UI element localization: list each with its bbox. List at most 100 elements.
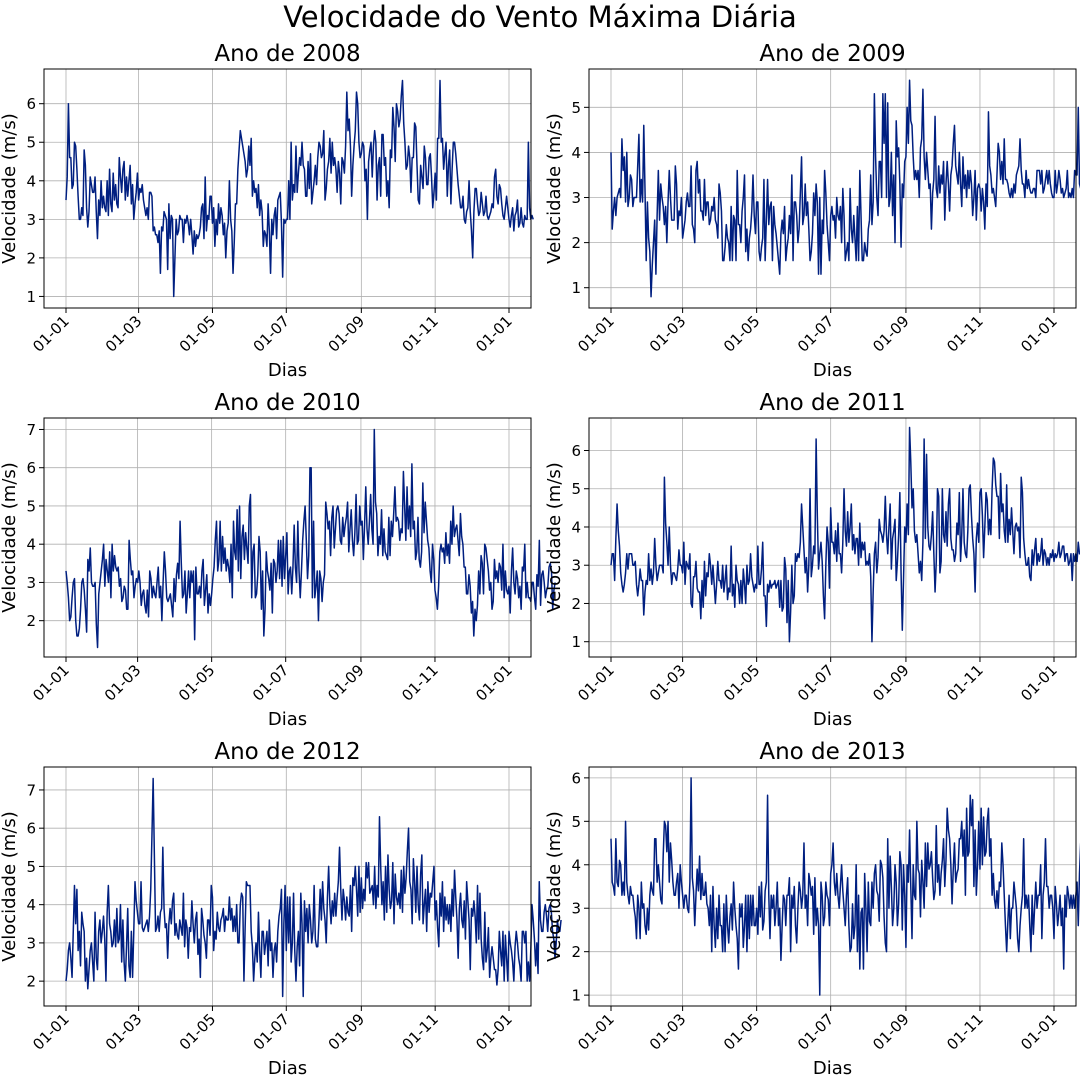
plot-frame [588, 417, 1077, 658]
y-axis-label: Velocidade (m/s) [544, 462, 565, 613]
y-tick-label: 6 [571, 769, 581, 787]
y-tick-label: 1 [571, 987, 581, 1005]
y-tick-label: 2 [26, 249, 36, 267]
series-line [65, 428, 556, 649]
x-tick-label: 01-07 [794, 312, 838, 356]
x-tick-label: 01-09 [869, 312, 913, 356]
subplot-title: Ano de 2008 [214, 41, 360, 67]
x-tick-label: 01-01 [574, 1010, 618, 1054]
y-axis-label: Velocidade (m/s) [0, 462, 20, 613]
x-tick-label: 01-07 [250, 312, 294, 356]
subplot-title: Ano de 2009 [759, 41, 905, 67]
y-tick-label: 3 [571, 900, 581, 918]
x-tick-label: 01-07 [249, 661, 293, 705]
plot-frame [588, 68, 1077, 309]
y-tick-label: 1 [571, 633, 581, 651]
x-axis-label: Dias [268, 360, 307, 381]
y-tick-label: 5 [26, 858, 36, 876]
y-tick-label: 6 [26, 95, 36, 113]
x-axis-label: Dias [813, 360, 852, 381]
x-tick-label: 01-01 [574, 312, 618, 356]
x-tick-label: 01-01 [29, 312, 73, 356]
x-axis-label: Dias [813, 709, 852, 730]
y-axis-label: Velocidade (m/s) [0, 811, 20, 962]
x-tick-label: 01-09 [869, 661, 913, 705]
subplot: 1 2 3 4 5 6 01-01 01-03 01-05 01-07 01-09 01-11 01-0… [544, 390, 1080, 730]
y-tick-label: 4 [26, 536, 36, 554]
y-axis-label: Velocidade (m/s) [544, 811, 565, 962]
plot-frame [588, 766, 1077, 1007]
figure-title: Velocidade do Vento Máxima Diária [283, 0, 797, 34]
y-axis-label: Velocidade (m/s) [544, 113, 565, 264]
x-tick-label: 01-11 [398, 1010, 442, 1054]
x-tick-label: 01-01 [472, 661, 516, 705]
y-tick-label: 7 [26, 421, 36, 439]
x-tick-label: 01-05 [720, 312, 764, 356]
series-line [610, 79, 1080, 298]
y-tick-label: 3 [26, 211, 36, 229]
x-tick-label: 01-03 [101, 661, 145, 705]
plot-frame [43, 417, 532, 658]
x-tick-label: 01-05 [720, 661, 764, 705]
x-axis-label: Dias [268, 709, 307, 730]
x-tick-label: 01-05 [720, 1010, 764, 1054]
x-tick-label: 01-09 [869, 1010, 913, 1054]
x-tick-label: 01-07 [794, 1010, 838, 1054]
y-tick-label: 6 [571, 442, 581, 460]
series-line [610, 426, 1080, 643]
x-tick-label: 01-05 [175, 661, 219, 705]
y-tick-label: 2 [26, 973, 36, 991]
x-tick-label: 01-11 [943, 661, 987, 705]
x-tick-label: 01-01 [29, 1010, 73, 1054]
x-tick-label: 01-01 [1017, 312, 1061, 356]
x-tick-label: 01-03 [646, 312, 690, 356]
y-tick-label: 6 [26, 820, 36, 838]
x-tick-label: 01-11 [398, 661, 442, 705]
x-tick-label: 01-11 [398, 312, 442, 356]
x-tick-label: 01-09 [325, 1010, 369, 1054]
x-tick-label: 01-05 [176, 1010, 220, 1054]
y-tick-label: 4 [571, 856, 581, 874]
x-tick-label: 01-03 [102, 312, 146, 356]
y-tick-label: 3 [26, 934, 36, 952]
x-tick-label: 01-07 [794, 661, 838, 705]
x-tick-label: 01-01 [472, 312, 516, 356]
x-tick-label: 01-09 [325, 312, 369, 356]
subplot-title: Ano de 2010 [214, 390, 360, 416]
x-tick-label: 01-03 [102, 1010, 146, 1054]
y-tick-label: 4 [26, 896, 36, 914]
subplot-title: Ano de 2013 [759, 739, 905, 765]
subplot: 2 3 4 5 6 7 01-01 01-03 01-05 01-07 01-09 01-11 01-0… [0, 739, 562, 1079]
series-line [65, 79, 534, 298]
x-tick-label: 01-03 [646, 1010, 690, 1054]
series-line [610, 777, 1080, 996]
y-tick-label: 2 [26, 612, 36, 630]
x-tick-label: 01-05 [176, 312, 220, 356]
plot-frame [43, 68, 532, 309]
subplot: 2 3 4 5 6 7 01-01 01-03 01-05 01-07 01-09 01-11 01-0… [0, 390, 556, 730]
y-tick-label: 5 [571, 99, 581, 117]
x-tick-label: 01-01 [1017, 1010, 1061, 1054]
y-tick-label: 4 [26, 172, 36, 190]
plot-frame [43, 766, 532, 1007]
y-tick-label: 4 [571, 518, 581, 536]
y-tick-label: 5 [26, 134, 36, 152]
y-axis-label: Velocidade (m/s) [0, 113, 20, 264]
y-tick-label: 2 [571, 595, 581, 613]
x-tick-label: 01-07 [250, 1010, 294, 1054]
y-tick-label: 3 [26, 574, 36, 592]
y-tick-label: 6 [26, 459, 36, 477]
subplot: 1 2 3 4 5 6 01-01 01-03 01-05 01-07 01-09 01-11 01-0… [544, 739, 1080, 1079]
subplot: 1 2 3 4 5 01-01 01-03 01-05 01-07 01-09 01-11 01-01… [544, 41, 1080, 381]
y-tick-label: 5 [571, 480, 581, 498]
y-tick-label: 4 [571, 144, 581, 162]
y-tick-label: 5 [26, 497, 36, 515]
y-tick-label: 2 [571, 943, 581, 961]
x-axis-label: Dias [813, 1058, 852, 1079]
series-line [65, 777, 562, 998]
x-tick-label: 01-01 [472, 1010, 516, 1054]
subplot-title: Ano de 2012 [214, 739, 360, 765]
y-tick-label: 1 [26, 288, 36, 306]
x-tick-label: 01-11 [943, 312, 987, 356]
